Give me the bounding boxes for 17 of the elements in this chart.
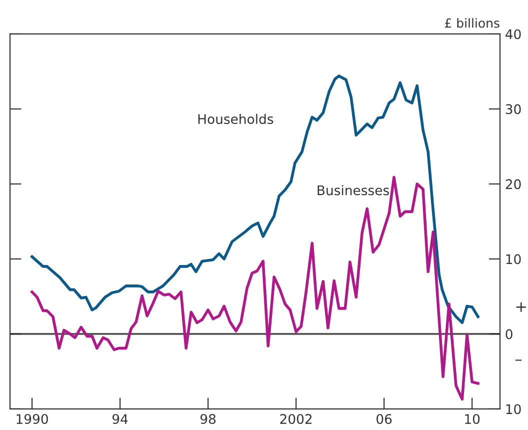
- y-tick-label: 20: [506, 179, 521, 190]
- x-tick-label: 06: [376, 414, 392, 424]
- x-tick-label: 2002: [280, 414, 312, 424]
- x-tick-label: 1990: [16, 414, 48, 424]
- x-tick-label: 94: [112, 414, 128, 424]
- series-label: Businesses: [318, 185, 389, 196]
- x-tick-label: 98: [200, 414, 216, 424]
- y-tick-label: 10: [506, 404, 521, 414]
- y-tick-label: 30: [506, 104, 521, 114]
- y-tick-label: 10: [506, 254, 521, 264]
- y-tick-label: 40: [506, 29, 521, 40]
- text: +: [516, 302, 526, 312]
- y-tick-label: 0: [506, 329, 512, 340]
- y-axis-title: £ billions: [444, 18, 500, 28]
- text: Households: [198, 114, 274, 124]
- text: –: [515, 360, 522, 361]
- x-tick-label: 10: [465, 414, 480, 424]
